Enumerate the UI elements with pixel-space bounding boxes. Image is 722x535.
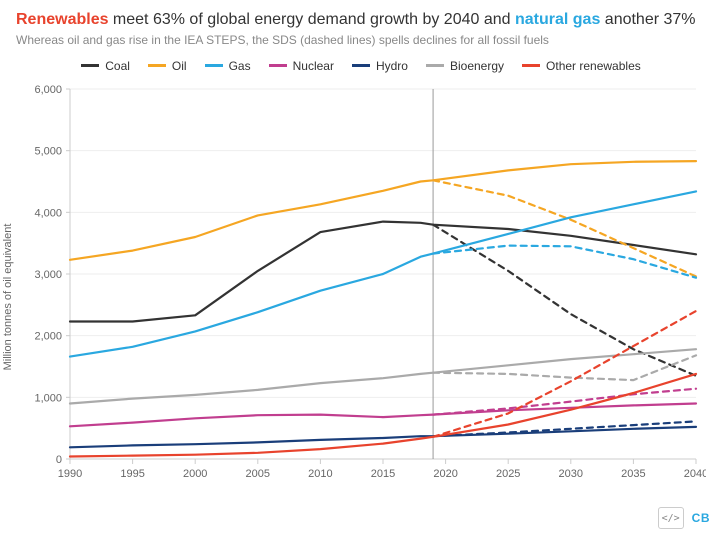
series-line — [433, 180, 696, 276]
legend-item[interactable]: Hydro — [352, 59, 408, 73]
legend: Coal Oil Gas Nuclear Hydro Bioenergy Other ren… — [16, 59, 706, 73]
title-highlight-gas: natural gas — [515, 11, 600, 28]
svg-text:2010: 2010 — [308, 468, 332, 480]
line-chart: 0 1,000 2,000 3,000 4,000 5,000 6,000 1990 1995 2… — [16, 79, 706, 499]
legend-label: Oil — [172, 59, 187, 73]
svg-text:2035: 2035 — [621, 468, 645, 480]
embed-code-icon[interactable]: </> — [658, 507, 684, 529]
svg-text:2015: 2015 — [371, 468, 395, 480]
legend-label: Gas — [229, 59, 251, 73]
legend-swatch — [148, 64, 166, 67]
svg-text:1,000: 1,000 — [34, 392, 62, 404]
legend-swatch — [426, 64, 444, 67]
title-mid: meet 63% of global energy demand growth … — [108, 11, 515, 28]
series-line — [70, 349, 696, 403]
chart-container: Renewables meet 63% of global energy dem… — [0, 0, 722, 535]
legend-item[interactable]: Coal — [81, 59, 130, 73]
chart-title: Renewables meet 63% of global energy dem… — [16, 10, 706, 31]
title-highlight-renewables: Renewables — [16, 11, 108, 28]
title-tail: another 37% — [600, 11, 695, 28]
legend-swatch — [81, 64, 99, 67]
series-line — [70, 221, 696, 321]
svg-text:2025: 2025 — [496, 468, 520, 480]
plot-area: Million tonnes of oil equivalent 01,0002… — [16, 79, 706, 504]
legend-label: Coal — [105, 59, 130, 73]
y-axis-label: Million tonnes of oil equivalent — [2, 224, 14, 371]
footer-toolbar: </> CB — [658, 507, 710, 529]
legend-item[interactable]: Gas — [205, 59, 251, 73]
legend-swatch — [269, 64, 287, 67]
legend-item[interactable]: Oil — [148, 59, 187, 73]
legend-swatch — [352, 64, 370, 67]
svg-text:4,000: 4,000 — [34, 207, 62, 219]
svg-text:1990: 1990 — [58, 468, 82, 480]
svg-text:2005: 2005 — [246, 468, 270, 480]
svg-text:2020: 2020 — [433, 468, 457, 480]
brand-badge: CB — [692, 511, 710, 525]
legend-label: Bioenergy — [450, 59, 504, 73]
svg-text:6,000: 6,000 — [34, 84, 62, 96]
svg-text:2,000: 2,000 — [34, 330, 62, 342]
legend-item[interactable]: Nuclear — [269, 59, 334, 73]
series-line — [70, 403, 696, 426]
svg-text:0: 0 — [56, 454, 62, 466]
legend-item[interactable]: Bioenergy — [426, 59, 504, 73]
legend-label: Other renewables — [546, 59, 641, 73]
series-line — [433, 245, 696, 277]
legend-label: Nuclear — [293, 59, 334, 73]
svg-text:2000: 2000 — [183, 468, 207, 480]
svg-text:1995: 1995 — [120, 468, 144, 480]
legend-item[interactable]: Other renewables — [522, 59, 641, 73]
legend-swatch — [205, 64, 223, 67]
svg-text:2040: 2040 — [684, 468, 706, 480]
svg-text:2030: 2030 — [559, 468, 583, 480]
svg-text:5,000: 5,000 — [34, 145, 62, 157]
legend-swatch — [522, 64, 540, 67]
svg-text:3,000: 3,000 — [34, 269, 62, 281]
chart-subtitle: Whereas oil and gas rise in the IEA STEP… — [16, 33, 706, 47]
legend-label: Hydro — [376, 59, 408, 73]
